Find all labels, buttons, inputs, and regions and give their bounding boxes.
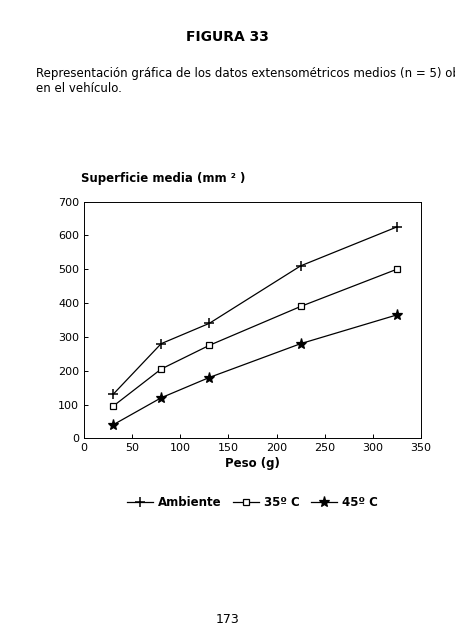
Text: en el vehículo.: en el vehículo.	[36, 82, 122, 95]
Text: Representación gráfica de los datos extensométricos medios (n = 5) obtenidos: Representación gráfica de los datos exte…	[36, 67, 455, 80]
Text: FIGURA 33: FIGURA 33	[186, 30, 269, 44]
Legend: Ambiente, 35º C, 45º C: Ambiente, 35º C, 45º C	[122, 492, 383, 514]
X-axis label: Peso (g): Peso (g)	[225, 458, 280, 470]
Text: Superficie media (mm ² ): Superficie media (mm ² )	[81, 172, 245, 185]
Text: 173: 173	[216, 613, 239, 626]
